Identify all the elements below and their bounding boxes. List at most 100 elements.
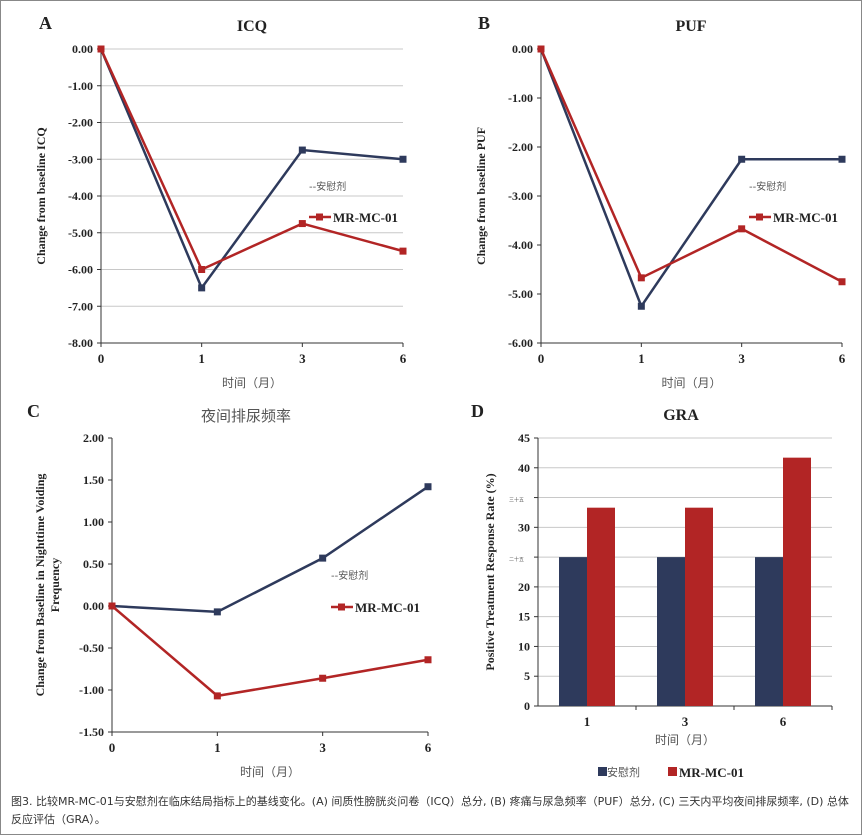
- y-tick-label: -2.00: [508, 140, 533, 154]
- x-tick-label: 6: [780, 714, 787, 729]
- y-tick-label: 2.00: [83, 431, 104, 445]
- x-tick-label: 3: [319, 740, 326, 755]
- bar-mr-mc-01: [587, 507, 615, 706]
- legend-placebo: 安慰剂: [607, 765, 640, 779]
- y-tick-label: -1.00: [508, 91, 533, 105]
- data-point: [738, 155, 746, 163]
- y-tick-label: -1.50: [79, 725, 104, 739]
- x-tick-label: 0: [538, 351, 545, 366]
- data-point: [213, 608, 221, 616]
- y-tick-label: 1.50: [83, 473, 104, 487]
- x-tick-label: 1: [638, 351, 645, 366]
- data-point: [198, 284, 206, 292]
- y-tick-label: 0.00: [512, 42, 533, 56]
- data-point: [424, 656, 432, 664]
- bar-placebo: [657, 557, 685, 706]
- y-tick-label: 0.50: [83, 557, 104, 571]
- x-axis-label: 时间（月）: [222, 376, 282, 390]
- legend-mr-mc-01: MR-MC-01: [355, 600, 420, 615]
- data-point: [838, 278, 846, 286]
- data-point: [738, 225, 746, 233]
- x-tick-label: 1: [214, 740, 221, 755]
- figure-caption: 图3. 比较MR-MC-01与安慰剂在临床结局指标上的基线变化。(A) 间质性膀…: [11, 795, 849, 826]
- data-point: [424, 483, 432, 491]
- x-tick-label: 3: [738, 351, 745, 366]
- legend-placebo: --安慰剂: [309, 180, 346, 193]
- y-tick-label: -6.00: [508, 336, 533, 350]
- x-tick-label: 6: [425, 740, 432, 755]
- series-line-mr-mc-01: [539, 48, 843, 283]
- y-tick-label: -2.00: [68, 116, 93, 130]
- y-tick-label: -6.00: [68, 263, 93, 277]
- data-point: [108, 602, 116, 610]
- y-tick-label: -7.00: [68, 299, 93, 313]
- y-tick-label: 5: [524, 669, 530, 683]
- y-tick-label: 二十五: [509, 556, 524, 563]
- y-tick-label: 0.00: [83, 599, 104, 613]
- legend-mr-mc-01: MR-MC-01: [773, 210, 838, 225]
- series-line-mr-mc-01: [99, 48, 404, 272]
- y-tick-label: -5.00: [68, 226, 93, 240]
- legend-mr-mc-01: MR-MC-01: [679, 765, 744, 780]
- y-axis-label: Change from baseline ICQ: [34, 127, 48, 264]
- y-tick-label: 45: [518, 431, 530, 445]
- y-tick-label: -4.00: [508, 238, 533, 252]
- data-point: [198, 266, 206, 273]
- legend-mr-marker: [338, 603, 345, 611]
- legend-placebo: --安慰剂: [749, 180, 786, 193]
- y-tick-label: -8.00: [68, 336, 93, 350]
- data-point: [838, 155, 846, 163]
- legend-mr-mc-01: MR-MC-01: [333, 210, 398, 225]
- panel-label: B: [478, 13, 490, 33]
- data-point: [213, 692, 221, 700]
- bar-placebo: [755, 557, 783, 706]
- x-tick-label: 0: [109, 740, 116, 755]
- y-tick-label: 30: [518, 520, 530, 534]
- panel-label: D: [471, 401, 484, 421]
- panel-label: C: [27, 401, 40, 421]
- data-point: [319, 674, 327, 682]
- y-tick-label: 10: [518, 639, 530, 653]
- y-tick-label: 40: [518, 461, 530, 475]
- x-axis-label: 时间（月）: [661, 376, 721, 390]
- chart-title: 夜间排尿频率: [201, 407, 291, 425]
- y-tick-label: -5.00: [508, 287, 533, 301]
- chart-title: PUF: [675, 18, 706, 35]
- x-tick-label: 1: [198, 351, 205, 366]
- y-tick-label: 1.00: [83, 515, 104, 529]
- legend-mr-marker: [316, 213, 323, 221]
- chart-title: GRA: [663, 407, 699, 424]
- data-point: [298, 146, 306, 154]
- data-point: [97, 45, 105, 53]
- series-line-placebo: [99, 48, 404, 291]
- x-axis-label: 时间（月）: [655, 733, 715, 747]
- y-tick-label: 15: [518, 610, 530, 624]
- x-tick-label: 3: [299, 351, 306, 366]
- bar-mr-mc-01: [685, 507, 713, 706]
- data-point: [537, 45, 545, 53]
- bar-mr-mc-01: [783, 457, 811, 706]
- x-tick-label: 3: [682, 714, 689, 729]
- y-tick-label: -1.00: [79, 683, 104, 697]
- data-point: [637, 302, 645, 310]
- x-tick-label: 1: [584, 714, 591, 729]
- x-tick-label: 6: [400, 351, 407, 366]
- y-tick-label: 0.00: [72, 42, 93, 56]
- y-tick-label: -4.00: [68, 189, 93, 203]
- series-line-placebo: [111, 485, 429, 614]
- y-axis-label: Change from baseline PUF: [474, 127, 488, 265]
- data-point: [399, 247, 407, 255]
- data-point: [319, 554, 327, 562]
- panel-label: A: [39, 13, 52, 33]
- x-axis-label: 时间（月）: [240, 765, 300, 779]
- x-tick-label: 0: [98, 351, 105, 366]
- y-axis-label: Change from Baseline in Nighttime Voidin…: [33, 474, 62, 697]
- y-axis-label: Positive Treatment Response Rate (%): [483, 473, 497, 670]
- bar-placebo: [559, 557, 587, 706]
- x-tick-label: 6: [839, 351, 846, 366]
- y-tick-label: -3.00: [68, 152, 93, 166]
- series-line-placebo: [539, 48, 842, 309]
- series-line-mr-mc-01: [111, 605, 429, 698]
- data-point: [298, 220, 306, 228]
